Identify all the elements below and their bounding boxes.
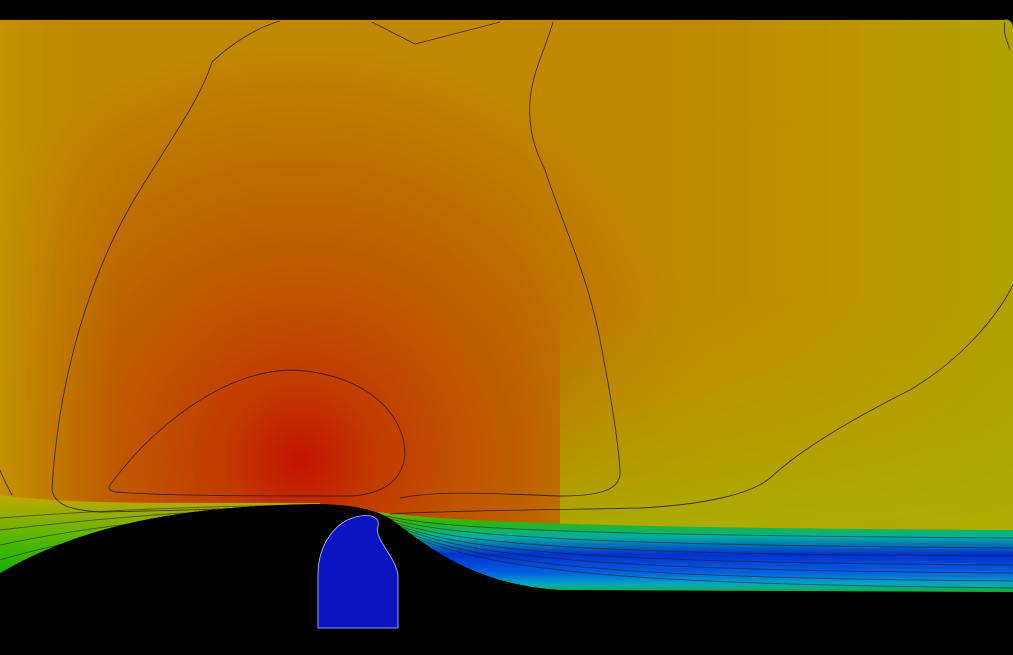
wake-shear-layer [378,512,1013,592]
contour-lines [0,20,1013,589]
upstream-boundary-layer [0,495,320,580]
top-boundary [0,0,1013,20]
jet-inlet [317,515,399,629]
solid-wall-body [0,504,1013,655]
